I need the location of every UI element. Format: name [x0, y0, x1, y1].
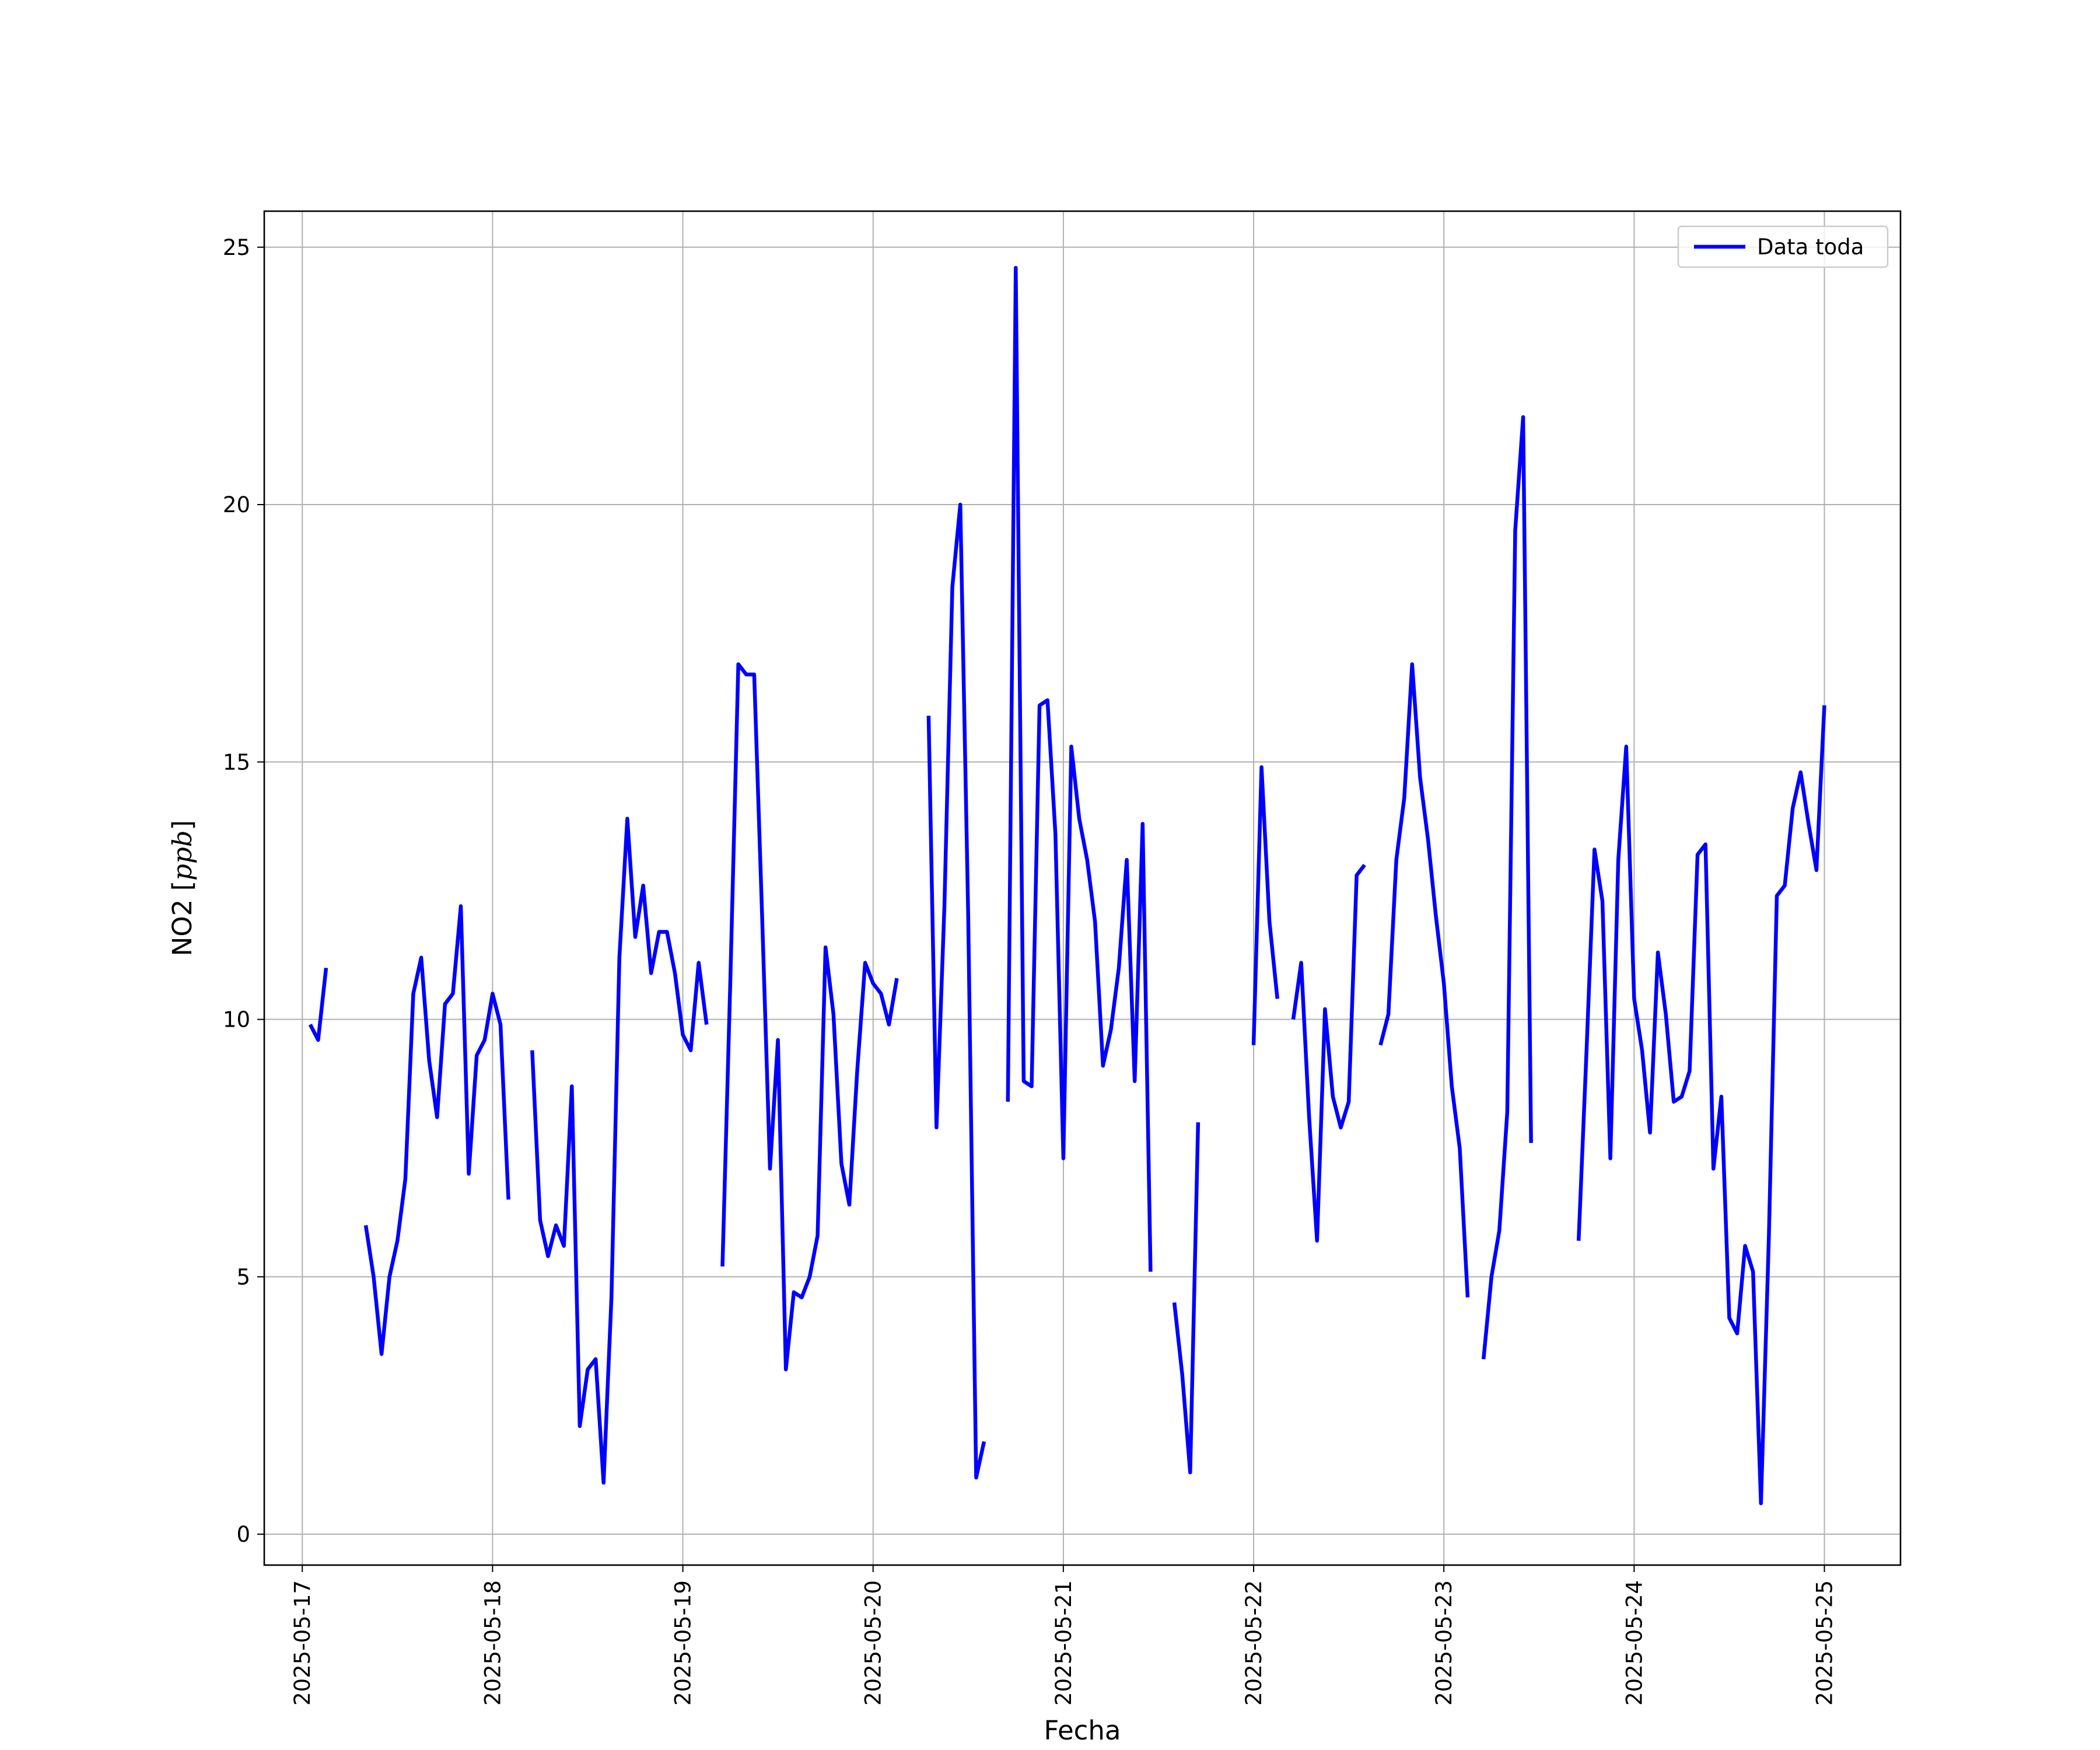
y-axis-label-suffix: ] — [167, 820, 198, 831]
grid — [264, 211, 1901, 1565]
x-tick-label: 2025-05-23 — [1432, 1580, 1457, 1706]
x-tick-label: 2025-05-17 — [290, 1580, 315, 1706]
series-line-segment — [720, 662, 899, 1371]
x-tick-label: 2025-05-25 — [1812, 1580, 1838, 1706]
series-line-segment — [530, 817, 709, 1485]
x-tick-label: 2025-05-18 — [480, 1580, 505, 1706]
y-tick-label: 0 — [236, 1522, 250, 1547]
series-line-segment — [363, 904, 510, 1356]
series-layer — [308, 265, 1826, 1506]
x-tick-label: 2025-05-21 — [1051, 1580, 1076, 1706]
series-line-segment — [1378, 662, 1470, 1298]
legend-entry-data-toda: Data toda — [1757, 235, 1864, 260]
series-line-segment — [308, 967, 328, 1042]
series-line-segment — [1291, 863, 1366, 1243]
y-tick-label: 5 — [236, 1265, 250, 1290]
y-tick-label: 10 — [223, 1007, 250, 1032]
ticks: 0 5 10 15 20 25 2025-05-17 2025-05-18 2025-05-19… — [223, 235, 1838, 1706]
y-tick-label: 15 — [223, 750, 250, 775]
series-line-segment — [1006, 265, 1153, 1272]
series-line-segment — [1172, 1122, 1200, 1475]
series-line-segment — [1251, 765, 1280, 1045]
y-axis-label-prefix: NO2 [ — [167, 881, 198, 957]
axes-frame — [263, 210, 1902, 1566]
x-tick-label: 2025-05-19 — [671, 1580, 696, 1706]
x-axis-label: Fecha — [1044, 1715, 1121, 1746]
y-tick-label: 25 — [223, 235, 250, 260]
legend-box — [1677, 225, 1889, 268]
y-axis-label-unit: ppb — [167, 830, 198, 880]
series-line-segment — [1576, 705, 1826, 1506]
y-tick-label: 20 — [223, 492, 250, 517]
series-line-segment — [926, 502, 986, 1480]
x-tick-label: 2025-05-20 — [861, 1580, 886, 1706]
x-tick-label: 2025-05-22 — [1241, 1580, 1266, 1706]
y-axis-label: NO2 [ppb] — [167, 820, 198, 957]
series-line-segment — [1481, 415, 1533, 1360]
x-tick-label: 2025-05-24 — [1622, 1580, 1647, 1706]
legend: Data toda — [1677, 225, 1889, 268]
